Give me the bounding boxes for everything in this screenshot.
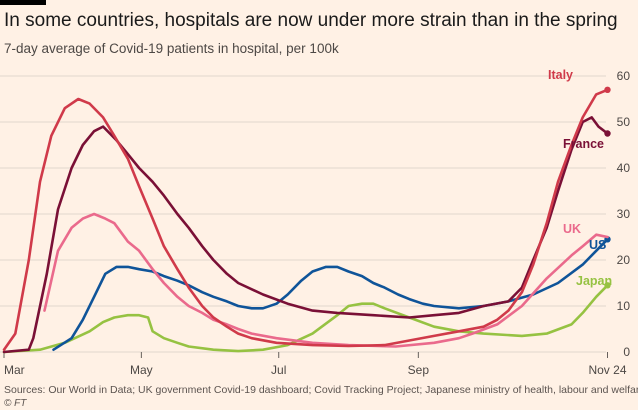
- series-label-italy: Italy: [548, 68, 573, 82]
- series-line-uk: [43, 212, 609, 348]
- series-labels: Italy France UK US Japan: [548, 68, 612, 288]
- series-label-france: France: [563, 137, 604, 151]
- ft-brand-bar: [0, 0, 46, 5]
- x-tick-label: Jul: [271, 363, 286, 377]
- series-line-us: [52, 238, 609, 351]
- series-line-italy: [2, 88, 609, 351]
- end-marker-france: [604, 130, 611, 137]
- y-tick-label: 60: [617, 69, 631, 83]
- copyright: © FT: [4, 398, 27, 409]
- y-axis-ticks: 0 10 20 30 40 50 60: [617, 69, 631, 359]
- y-tick-label: 50: [617, 115, 631, 129]
- series-label-us: US: [589, 238, 606, 252]
- series-lines: [2, 86, 611, 354]
- x-tick-label: May: [130, 363, 153, 377]
- y-tick-label: 10: [617, 299, 631, 313]
- chart-source: Sources: Our World in Data; UK governmen…: [4, 384, 638, 396]
- chart-subtitle: 7-day average of Covid-19 patients in ho…: [4, 41, 339, 56]
- x-tick-label: Sep: [408, 363, 430, 377]
- gridlines: [0, 75, 606, 353]
- y-tick-label: 40: [617, 161, 631, 175]
- series-line-japan: [2, 284, 609, 354]
- end-marker-italy: [604, 86, 611, 94]
- end-marker-japan: [604, 282, 611, 289]
- y-tick-label: 20: [617, 253, 631, 267]
- series-label-japan: Japan: [576, 274, 612, 288]
- x-axis-ticks: Mar May Jul Sep Nov 24: [3, 352, 627, 377]
- chart-title: In some countries, hospitals are now und…: [4, 10, 618, 31]
- x-tick-label: Nov 24: [588, 363, 626, 377]
- x-tick-label: Mar: [4, 363, 25, 377]
- y-tick-label: 0: [623, 345, 630, 359]
- series-line-france: [2, 116, 609, 354]
- series-label-uk: UK: [563, 222, 581, 236]
- y-tick-label: 30: [617, 207, 631, 221]
